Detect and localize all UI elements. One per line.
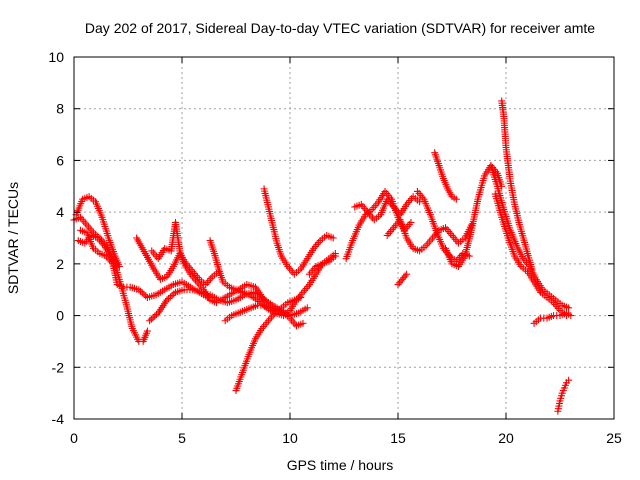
y-tick-label: 8 (56, 101, 64, 117)
data-point (170, 290, 178, 298)
x-axis-label: GPS time / hours (287, 457, 394, 473)
data-point (147, 315, 155, 323)
x-tick-label: 5 (178, 430, 186, 446)
x-tick-label: 10 (282, 430, 298, 446)
series-track-22 (487, 162, 573, 312)
data-point (166, 293, 174, 301)
x-tick-label: 25 (606, 430, 622, 446)
data-point (403, 270, 411, 278)
data-point (138, 289, 146, 297)
series-track-25 (554, 376, 573, 415)
series-track-15 (351, 193, 424, 224)
series-track-7 (148, 218, 221, 307)
data-point (151, 312, 159, 320)
data-point (407, 218, 415, 226)
y-tick-label: -4 (52, 411, 65, 427)
x-tick-label: 20 (498, 430, 514, 446)
series-track-18 (431, 149, 460, 203)
series-track-13 (305, 252, 339, 278)
data-point (142, 292, 150, 300)
x-tick-label: 0 (70, 430, 78, 446)
data-point (163, 296, 171, 304)
series-track-11 (221, 301, 307, 330)
data-point (331, 252, 339, 260)
data-point (299, 319, 307, 327)
y-tick-label: 4 (56, 204, 64, 220)
data-points (70, 97, 575, 415)
series-track-19 (394, 270, 411, 289)
axis-ticks: 0 5 10 15 20 25 -4 -2 0 2 4 6 8 10 (48, 49, 622, 446)
data-point (165, 295, 173, 303)
data-point (297, 293, 305, 301)
series-track-24 (530, 309, 575, 327)
data-point (565, 376, 573, 384)
y-axis-label: SDTVAR / TECUs (5, 182, 21, 294)
data-point (567, 312, 575, 320)
grid (74, 57, 614, 419)
data-point (213, 299, 221, 307)
series-track-16 (383, 216, 475, 255)
data-point (140, 290, 148, 298)
y-tick-label: 6 (56, 152, 64, 168)
data-point (255, 298, 263, 306)
data-point (565, 304, 573, 312)
chart-title: Day 202 of 2017, Sidereal Day-to-day VTE… (85, 20, 595, 36)
y-tick-label: 0 (56, 308, 64, 324)
data-point (452, 195, 460, 203)
y-tick-label: 2 (56, 256, 64, 272)
data-point (137, 287, 145, 295)
data-point (143, 327, 151, 335)
data-point (146, 317, 154, 325)
data-point (303, 304, 311, 312)
series-track-12 (260, 185, 337, 278)
y-tick-label: 10 (48, 49, 64, 65)
series-track-10 (232, 293, 305, 395)
data-point (153, 311, 161, 319)
series-track-2 (72, 193, 123, 270)
series-track-21 (498, 97, 536, 273)
data-point (401, 272, 409, 280)
y-tick-label: -2 (52, 359, 65, 375)
data-point (149, 314, 157, 322)
data-point (329, 234, 337, 242)
x-tick-label: 15 (390, 430, 406, 446)
data-point (135, 286, 143, 294)
plot-frame (73, 56, 615, 420)
data-point (168, 291, 176, 299)
